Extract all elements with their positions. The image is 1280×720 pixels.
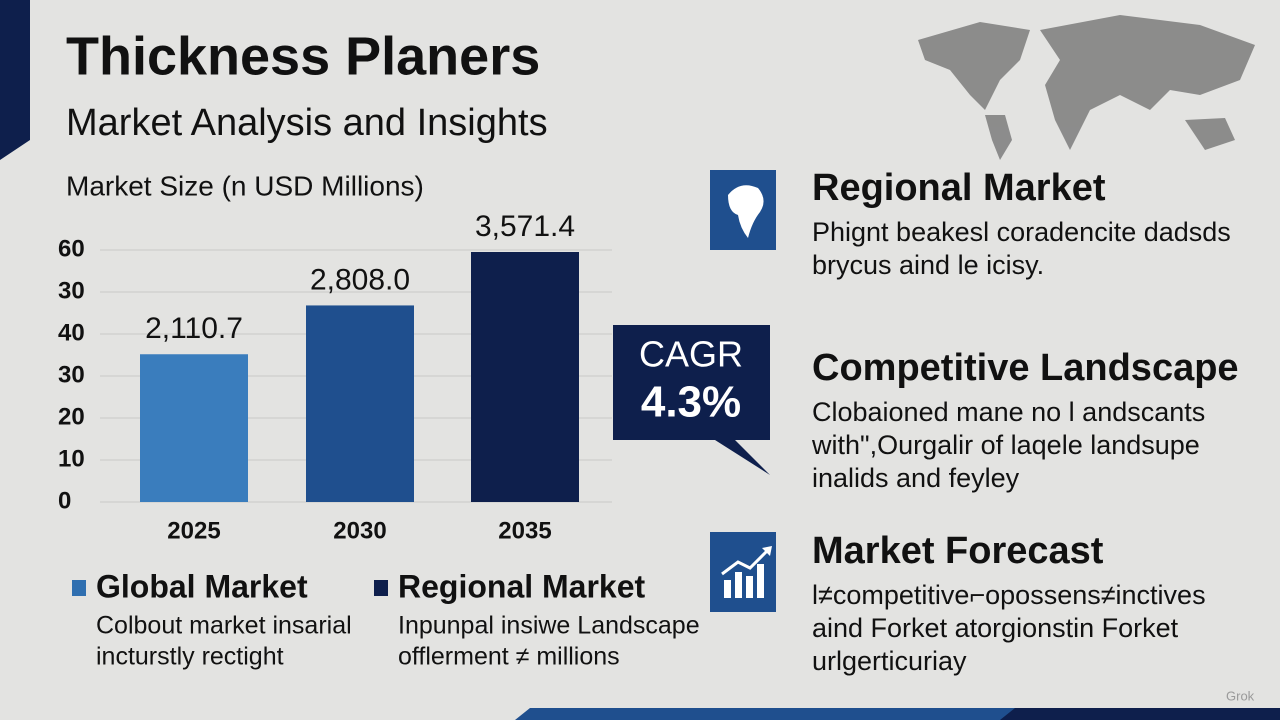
legend-label: Global Market	[96, 568, 308, 604]
value-label: 2,808.0	[310, 263, 410, 296]
x-tick-label: 2025	[167, 517, 220, 544]
y-tick-label: 60	[58, 235, 85, 262]
corner-strip	[0, 0, 30, 160]
legend-text: offlerment ≠ millions	[398, 643, 620, 671]
chart-title: Market Size (n USD Millions)	[66, 170, 424, 201]
section-text: Phignt beakesl coradencite dadsds	[812, 217, 1231, 247]
section-text: urlgerticuriay	[812, 646, 967, 676]
legend-label: Regional Market	[398, 568, 646, 604]
bar	[306, 305, 414, 502]
legend-text: Colbout market insarial	[96, 612, 352, 640]
chart-icon	[710, 532, 776, 612]
x-tick-label: 2030	[333, 517, 386, 544]
cagr-callout	[613, 325, 770, 475]
y-tick-label: 0	[58, 487, 71, 514]
page-subtitle: Market Analysis and Insights	[66, 102, 548, 144]
bar	[140, 354, 248, 502]
section-text: with",Ourgalir of laqele landsupe	[811, 430, 1200, 460]
cagr-label: CAGR	[639, 334, 743, 375]
x-tick-label: 2035	[498, 517, 551, 544]
watermark: Grok	[1226, 688, 1255, 703]
legend-swatch	[72, 580, 86, 596]
bar	[471, 252, 579, 502]
globe-icon	[710, 170, 776, 250]
section-text: l≠competitive⌐opossens≠inctives	[812, 580, 1206, 610]
section-heading: Competitive Landscape	[812, 347, 1239, 389]
y-tick-label: 10	[58, 445, 85, 472]
value-label: 3,571.4	[475, 210, 575, 243]
section-heading: Regional Market	[812, 167, 1106, 209]
section-text: Clobaioned mane no l andscants	[812, 397, 1205, 427]
y-tick-label: 30	[58, 361, 85, 388]
section-text: brycus aind le icisy.	[812, 250, 1044, 280]
section-text: aind Forket atorgionstin Forket	[812, 613, 1179, 643]
legend-text: Inpunpal insiwe Landscape	[398, 612, 700, 640]
legend-text: incturstly rectight	[96, 643, 284, 671]
world-map	[918, 15, 1255, 160]
page-title: Thickness Planers	[66, 26, 540, 86]
section-text: inalids and feyley	[812, 463, 1020, 493]
value-label: 2,110.7	[145, 312, 243, 345]
cagr-value: 4.3%	[641, 378, 741, 427]
bottom-band-dark	[1000, 708, 1280, 720]
legend-swatch	[374, 580, 388, 596]
y-tick-label: 30	[58, 277, 85, 304]
y-tick-label: 40	[58, 319, 85, 346]
section-heading: Market Forecast	[812, 530, 1104, 572]
y-tick-label: 20	[58, 403, 85, 430]
